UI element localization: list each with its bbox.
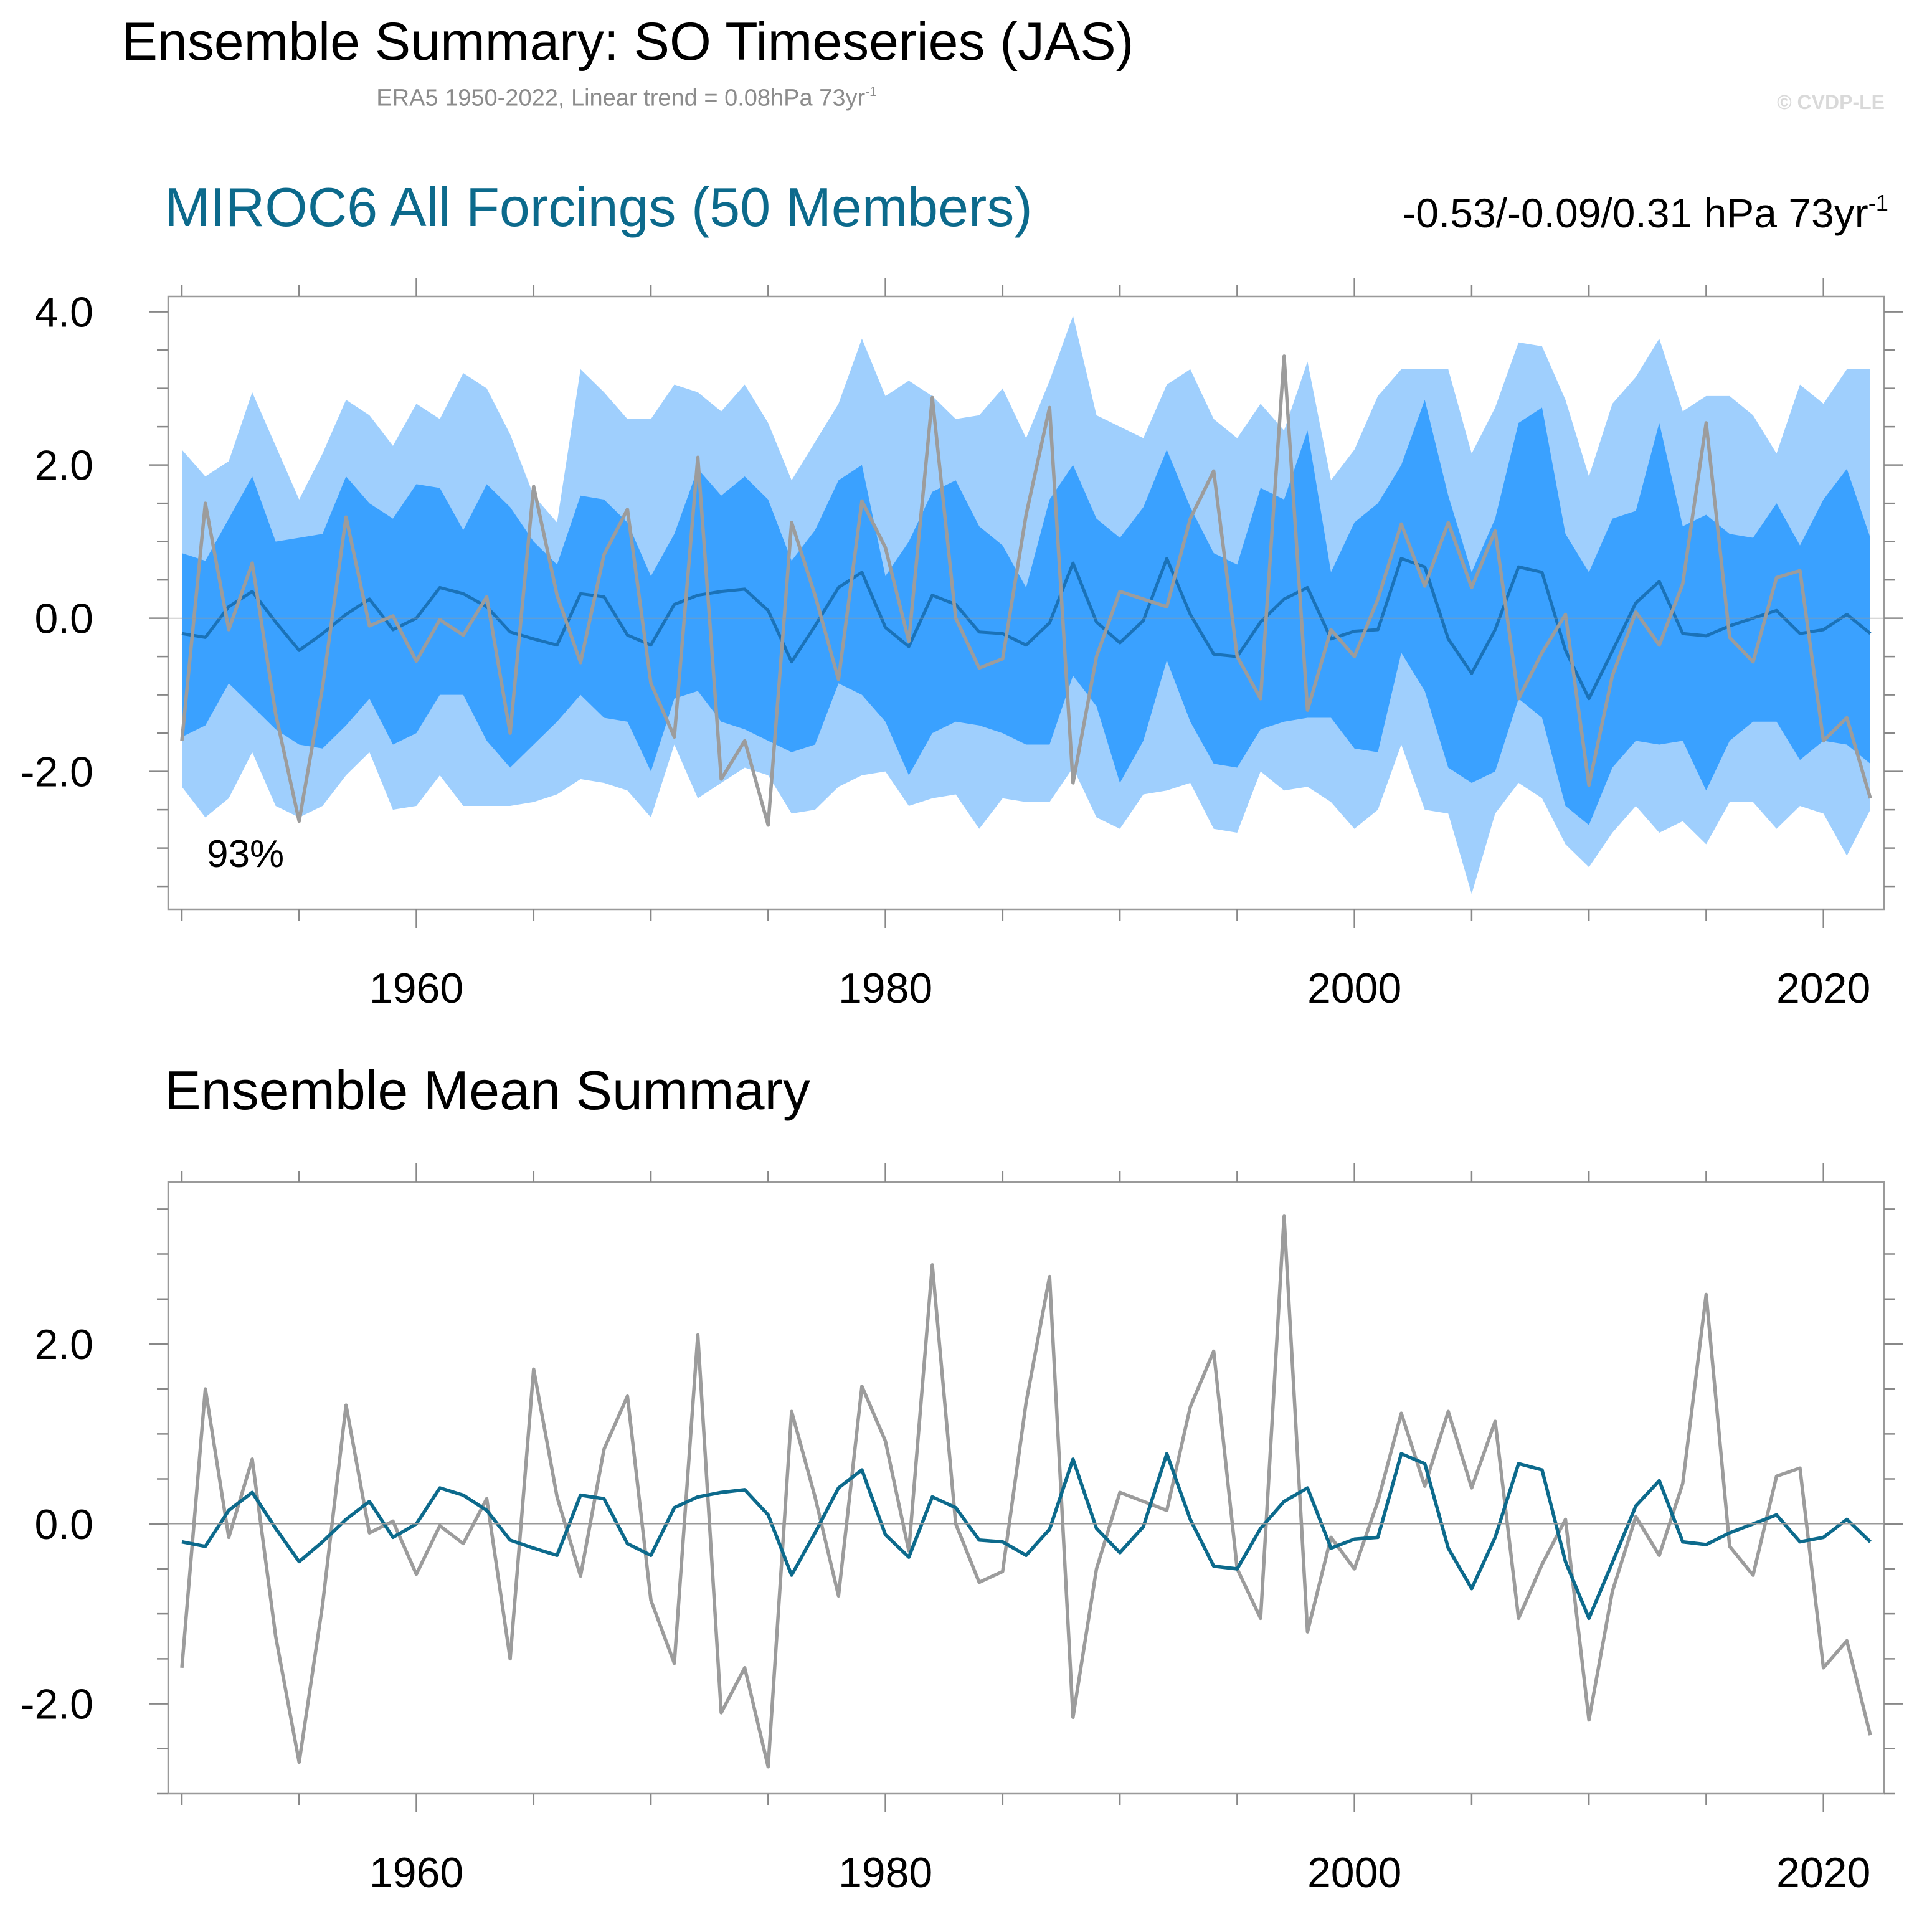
panel2-xtick-label-2020: 2020	[1776, 1849, 1870, 1896]
panel1-percent-label: 93%	[207, 833, 285, 876]
panel2-ytick-label--2.0: -2.0	[21, 1681, 93, 1728]
subtitle: ERA5 1950-2022, Linear trend = 0.08hPa 7…	[376, 85, 876, 112]
panel2-plot: 1960 1980 2000 2020 2.0 0.0 -2.0	[21, 1163, 1903, 1896]
panel1-xtick-label-2000: 2000	[1307, 965, 1401, 1012]
panel1-xtick-label-1960: 1960	[369, 965, 463, 1012]
panel2-xtick-label-1960: 1960	[369, 1849, 463, 1896]
panel2-xtick-label-2000: 2000	[1307, 1849, 1401, 1896]
panel1-inner-spread-band	[182, 400, 1870, 825]
copyright-watermark: © CVDP-LE	[1777, 91, 1885, 113]
panel1-observations-line	[180, 354, 1872, 827]
panel1-xtick-label-1980: 1980	[838, 965, 932, 1012]
panel2-ensemble-mean-line	[181, 1452, 1872, 1621]
panel1-ytick-label-4.0: 4.0	[34, 289, 93, 336]
panel2-xtick-label-1980: 1980	[838, 1849, 932, 1896]
main-title: Ensemble Summary: SO Timeseries (JAS)	[121, 12, 1134, 72]
panel2-title: Ensemble Mean Summary	[164, 1059, 810, 1121]
panel1-frame	[167, 295, 1885, 911]
panel1-xtick-label-2020: 2020	[1776, 965, 1870, 1012]
panel1-ytick-label--2.0: -2.0	[21, 749, 93, 796]
subtitle-superscript: -1	[865, 85, 877, 99]
panel1-trend-range: -0.53/-0.09/0.31 hPa 73yr-1	[1402, 189, 1888, 237]
panel2-frame	[167, 1181, 1885, 1795]
panel1-trend-superscript: -1	[1868, 189, 1888, 215]
panel1-title: MIROC6 All Forcings (50 Members)	[164, 176, 1033, 238]
subtitle-text: ERA5 1950-2022, Linear trend = 0.08hPa 7…	[376, 85, 866, 111]
panel1-ensemble-mean-line	[181, 557, 1872, 701]
panel1-ytick-label-2.0: 2.0	[34, 442, 93, 490]
panel2-ytick-label-2.0: 2.0	[34, 1321, 93, 1368]
panel1-plot: 1960 1980 2000 2020 4.0 2.0 0.0 -2.0	[21, 278, 1903, 1012]
panel1-ytick-label-0.0: 0.0	[34, 595, 93, 643]
panel2-ytick-label-0.0: 0.0	[34, 1501, 93, 1548]
panel2-observations-line	[180, 1214, 1872, 1769]
panel1-trend-text: -0.53/-0.09/0.31 hPa 73yr	[1402, 190, 1868, 236]
